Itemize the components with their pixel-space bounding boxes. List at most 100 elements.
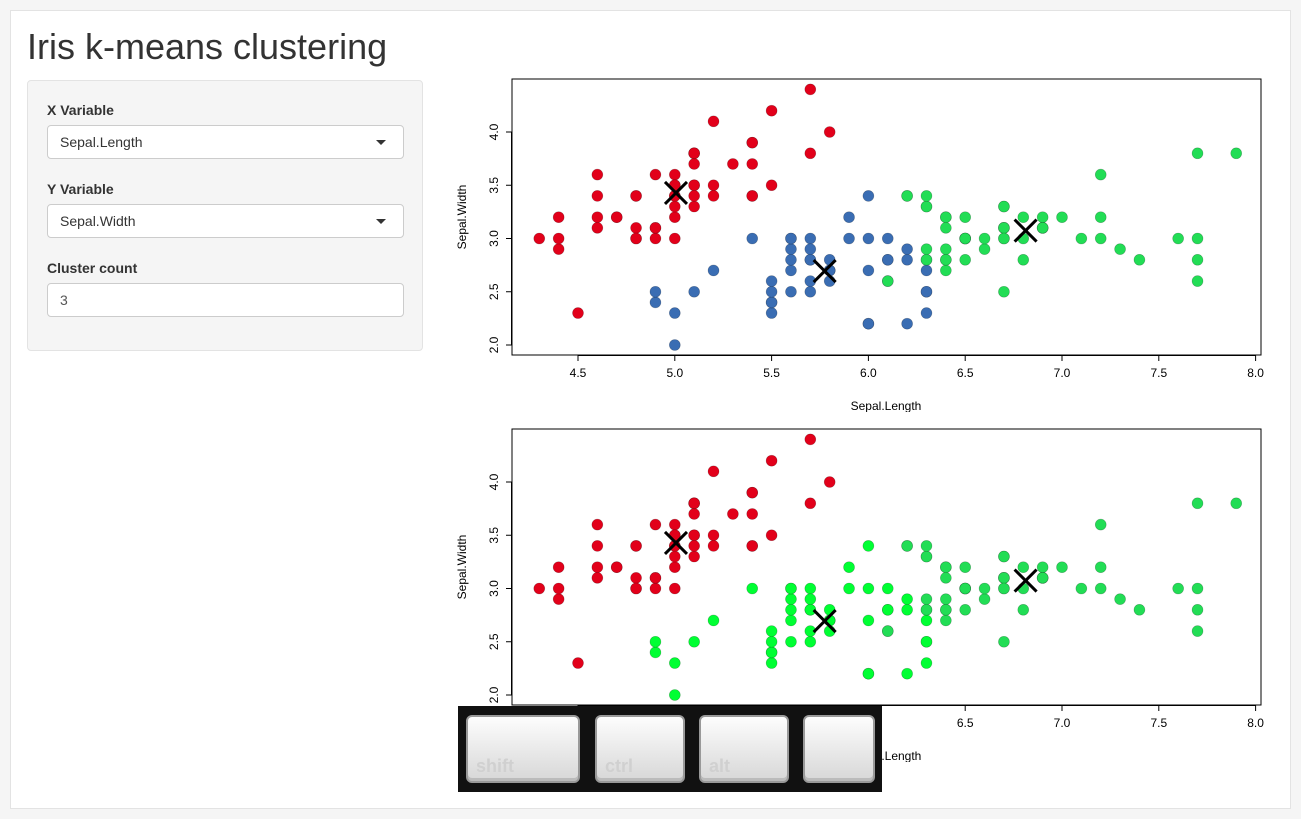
data-point	[978, 593, 991, 605]
data-point	[688, 147, 700, 160]
data-point	[765, 307, 778, 319]
key-overlay: shift ctrl alt	[458, 706, 882, 792]
data-point	[901, 190, 913, 202]
data-point	[707, 190, 720, 202]
data-point	[823, 126, 836, 138]
data-point	[591, 190, 604, 202]
x-variable-select[interactable]: Sepal.Length	[47, 125, 404, 159]
data-point	[669, 339, 681, 351]
data-point	[1036, 561, 1049, 573]
data-point	[630, 540, 642, 552]
x-axis-label: Sepal.Length	[851, 399, 922, 412]
data-point	[785, 254, 797, 266]
x-tick-label: 7.0	[1054, 716, 1071, 730]
data-point	[649, 572, 662, 584]
data-point	[901, 243, 913, 255]
data-point	[630, 222, 642, 234]
data-point	[785, 593, 797, 605]
data-point	[1191, 604, 1204, 616]
data-point	[630, 572, 642, 584]
data-point	[1191, 625, 1204, 637]
blank-key	[803, 715, 875, 783]
data-point	[785, 243, 797, 255]
data-point	[727, 158, 739, 170]
data-point	[881, 625, 894, 637]
data-point	[688, 158, 700, 170]
data-point	[552, 593, 565, 605]
data-point	[707, 540, 720, 552]
data-point	[649, 518, 662, 531]
y-variable-label: Y Variable	[47, 181, 114, 197]
y-variable-select[interactable]: Sepal.Width	[47, 204, 404, 238]
data-point	[959, 582, 972, 595]
data-point	[920, 550, 933, 563]
data-point	[552, 211, 565, 223]
data-point	[707, 614, 720, 627]
data-point	[591, 572, 604, 584]
cluster-center-marker	[1013, 568, 1038, 593]
data-point	[746, 582, 759, 595]
data-point	[630, 190, 642, 202]
data-point	[669, 518, 681, 531]
data-point	[688, 497, 700, 510]
data-point	[881, 582, 894, 595]
data-point	[669, 200, 681, 213]
x-tick-label: 7.5	[1150, 716, 1167, 730]
data-point	[630, 232, 642, 245]
data-point	[688, 529, 700, 542]
data-point	[998, 232, 1010, 245]
cluster-count-input[interactable]: 3	[47, 283, 404, 317]
data-point	[1191, 232, 1204, 245]
data-point	[1191, 497, 1204, 510]
y-variable-value: Sepal.Width	[60, 213, 136, 229]
data-point	[998, 635, 1010, 648]
cluster-center-marker	[1013, 218, 1038, 243]
data-point	[804, 582, 817, 595]
data-point	[1094, 561, 1107, 573]
data-point	[669, 211, 681, 223]
data-point	[1094, 518, 1107, 531]
data-point	[785, 232, 797, 245]
data-point	[591, 222, 604, 234]
data-point	[649, 285, 662, 298]
ctrl-key-label: ctrl	[605, 756, 634, 776]
data-point	[920, 264, 933, 277]
x-tick-label: 8.0	[1247, 366, 1264, 380]
data-point	[1094, 232, 1107, 245]
data-point	[862, 540, 875, 552]
y-axis-label: Sepal.Width	[455, 185, 469, 250]
x-variable-label: X Variable	[47, 102, 114, 118]
data-point	[804, 593, 817, 605]
data-point	[1114, 593, 1126, 605]
data-point	[901, 593, 913, 605]
data-point	[1094, 168, 1107, 181]
data-point	[669, 168, 681, 181]
y-tick-label: 3.0	[487, 230, 501, 247]
data-point	[669, 550, 681, 563]
data-point	[998, 572, 1010, 584]
data-point	[998, 200, 1010, 213]
data-point	[1017, 254, 1030, 266]
data-point	[591, 518, 604, 531]
data-point	[920, 190, 933, 202]
data-point	[1230, 497, 1243, 510]
data-point	[746, 158, 759, 170]
data-point	[765, 646, 778, 659]
data-point	[1172, 582, 1184, 595]
data-point	[1114, 243, 1126, 255]
data-point	[765, 635, 778, 648]
data-point	[998, 582, 1010, 595]
data-point	[978, 232, 991, 245]
data-point	[649, 232, 662, 245]
data-point	[707, 529, 720, 542]
data-point	[785, 285, 797, 298]
x-tick-label: 6.0	[860, 366, 877, 380]
data-point	[940, 243, 952, 255]
data-point	[901, 317, 913, 330]
data-point	[785, 604, 797, 616]
data-point	[765, 657, 778, 669]
data-point	[552, 561, 565, 573]
data-point	[1036, 572, 1049, 584]
y-tick-label: 2.0	[487, 686, 501, 703]
data-point	[591, 540, 604, 552]
